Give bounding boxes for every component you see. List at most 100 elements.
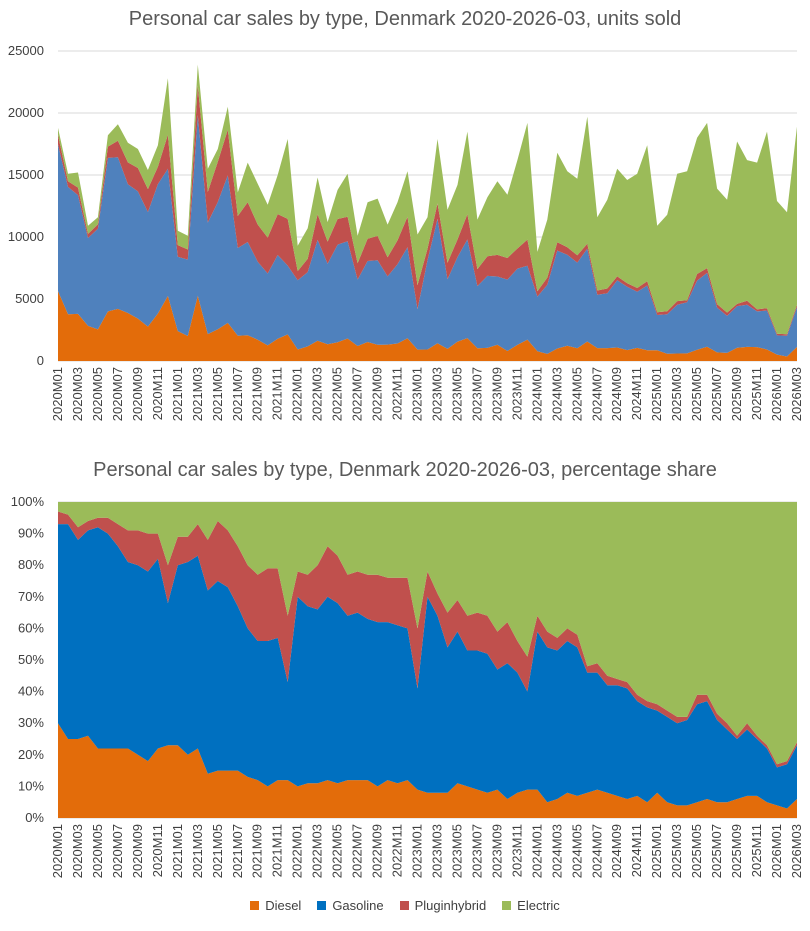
x-tick-label: 2024M07 <box>589 824 604 878</box>
x-tick-label: 2024M11 <box>629 367 644 420</box>
x-tick-label: 2020M07 <box>110 824 125 878</box>
x-tick-label: 2024M05 <box>569 367 584 421</box>
x-tick-label: 2023M07 <box>469 824 484 878</box>
x-tick-label: 2021M01 <box>170 824 185 878</box>
x-tick-label: 2025M01 <box>649 824 664 878</box>
x-tick-label: 2020M01 <box>50 824 65 878</box>
area-pluginhybrid <box>58 511 797 768</box>
legend-swatch <box>250 901 260 910</box>
percentage-share-chart: Personal car sales by type, Denmark 2020… <box>11 459 804 878</box>
legend-item-gasoline: Gasoline <box>317 898 384 913</box>
x-tick-label: 2023M11 <box>509 824 524 877</box>
x-tick-label: 2024M01 <box>529 824 544 878</box>
y-tick-label: 30% <box>18 715 44 730</box>
x-tick-label: 2024M09 <box>609 824 624 878</box>
x-tick-label: 2023M09 <box>489 367 504 421</box>
chart2-title: Personal car sales by type, Denmark 2020… <box>93 459 717 481</box>
x-tick-label: 2021M07 <box>230 367 245 421</box>
y-tick-label: 0 <box>37 353 44 368</box>
legend-label: Pluginhybrid <box>414 898 487 913</box>
x-tick-label: 2024M01 <box>529 367 544 421</box>
x-tick-label: 2020M01 <box>50 367 65 421</box>
x-tick-label: 2023M01 <box>410 824 425 878</box>
x-tick-label: 2024M05 <box>569 824 584 878</box>
y-tick-label: 40% <box>18 684 44 699</box>
area-diesel <box>58 723 797 818</box>
area-diesel <box>58 291 797 361</box>
area-pluginhybrid <box>58 85 797 336</box>
x-tick-label: 2021M05 <box>210 367 225 421</box>
legend-item-diesel: Diesel <box>250 898 301 913</box>
area-gasoline <box>58 524 797 809</box>
x-tick-label: 2023M01 <box>410 367 425 421</box>
y-tick-label: 50% <box>18 652 44 667</box>
x-tick-label: 2024M03 <box>549 824 564 878</box>
x-tick-label: 2020M03 <box>70 824 85 878</box>
legend-item-pluginhybrid: Pluginhybrid <box>399 898 487 913</box>
x-tick-label: 2021M11 <box>270 367 285 420</box>
legend-item-electric: Electric <box>502 898 560 913</box>
x-tick-label: 2025M11 <box>749 824 764 877</box>
x-tick-label: 2022M11 <box>390 367 405 420</box>
x-tick-label: 2022M03 <box>310 367 325 421</box>
x-tick-label: 2020M03 <box>70 367 85 421</box>
x-tick-label: 2023M07 <box>469 367 484 421</box>
x-tick-label: 2024M09 <box>609 367 624 421</box>
y-tick-label: 25000 <box>8 43 44 58</box>
x-tick-label: 2024M11 <box>629 824 644 877</box>
x-tick-label: 2023M03 <box>429 367 444 421</box>
x-tick-label: 2025M03 <box>669 367 684 421</box>
x-tick-label: 2021M03 <box>190 824 205 878</box>
y-tick-label: 15000 <box>8 167 44 182</box>
x-tick-label: 2025M11 <box>749 367 764 420</box>
area-electric <box>58 502 797 765</box>
chart1-title: Personal car sales by type, Denmark 2020… <box>129 8 682 30</box>
x-tick-label: 2022M05 <box>330 367 345 421</box>
x-tick-label: 2020M07 <box>110 367 125 421</box>
x-tick-label: 2021M09 <box>250 824 265 878</box>
y-tick-label: 5000 <box>15 291 44 306</box>
x-tick-label: 2022M07 <box>350 824 365 878</box>
x-tick-label: 2025M09 <box>729 824 744 878</box>
legend-swatch <box>502 901 512 910</box>
x-tick-label: 2020M05 <box>90 824 105 878</box>
legend-label: Gasoline <box>332 898 384 913</box>
x-tick-label: 2024M03 <box>549 367 564 421</box>
y-tick-label: 10000 <box>8 229 44 244</box>
x-tick-label: 2022M11 <box>390 824 405 877</box>
x-tick-label: 2023M05 <box>449 367 464 421</box>
legend-swatch <box>399 901 409 910</box>
x-tick-label: 2023M09 <box>489 824 504 878</box>
x-tick-label: 2022M05 <box>330 824 345 878</box>
x-tick-label: 2021M03 <box>190 367 205 421</box>
x-tick-label: 2021M07 <box>230 824 245 878</box>
x-tick-label: 2025M01 <box>649 367 664 421</box>
x-tick-label: 2021M01 <box>170 367 185 421</box>
x-tick-label: 2023M03 <box>429 824 444 878</box>
x-tick-label: 2021M05 <box>210 824 225 878</box>
x-tick-label: 2026M03 <box>789 367 804 421</box>
x-tick-label: 2022M01 <box>290 824 305 878</box>
legend: Diesel Gasoline Pluginhybrid Electric <box>0 898 810 913</box>
y-tick-label: 20% <box>18 747 44 762</box>
x-tick-label: 2022M09 <box>370 824 385 878</box>
y-tick-label: 60% <box>18 620 44 635</box>
x-tick-label: 2023M11 <box>509 367 524 420</box>
y-tick-label: 90% <box>18 526 44 541</box>
y-tick-label: 100% <box>11 494 45 509</box>
x-tick-label: 2026M03 <box>789 824 804 878</box>
y-tick-label: 0% <box>25 810 44 825</box>
y-tick-label: 10% <box>18 778 44 793</box>
legend-label: Electric <box>517 898 560 913</box>
x-tick-label: 2025M07 <box>709 367 724 421</box>
x-tick-label: 2022M01 <box>290 367 305 421</box>
x-tick-label: 2025M05 <box>689 367 704 421</box>
x-tick-label: 2023M05 <box>449 824 464 878</box>
y-tick-label: 20000 <box>8 105 44 120</box>
x-tick-label: 2021M09 <box>250 367 265 421</box>
x-tick-label: 2025M07 <box>709 824 724 878</box>
x-tick-label: 2020M09 <box>130 824 145 878</box>
x-tick-label: 2026M01 <box>769 824 784 878</box>
y-tick-label: 80% <box>18 557 44 572</box>
x-tick-label: 2024M07 <box>589 367 604 421</box>
